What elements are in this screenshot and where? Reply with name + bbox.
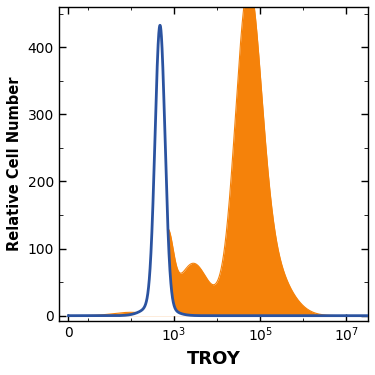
Y-axis label: Relative Cell Number: Relative Cell Number (7, 77, 22, 251)
X-axis label: TROY: TROY (186, 350, 240, 368)
